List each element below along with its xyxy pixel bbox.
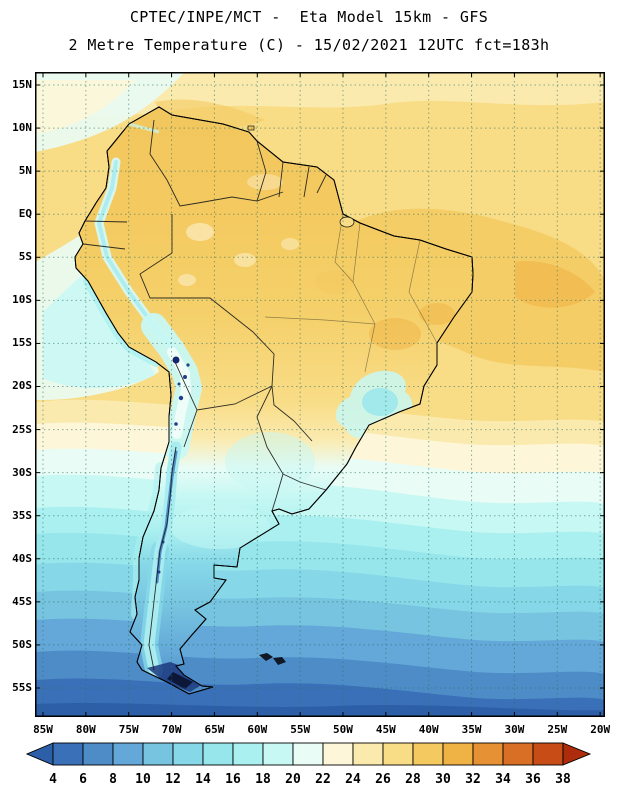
colorbar-cell <box>352 742 384 766</box>
lat-label: 25S <box>12 422 32 436</box>
colorbar-cell <box>322 742 354 766</box>
colorbar-tick-label: 38 <box>555 772 571 787</box>
colorbar-tick-label: 34 <box>495 772 511 787</box>
lon-label: 30W <box>504 723 525 736</box>
colorbar-cell <box>472 742 504 766</box>
colorbar-cell <box>82 742 114 766</box>
lat-label: 20S <box>12 379 32 393</box>
colorbar-cell <box>502 742 534 766</box>
lake-titicaca <box>172 356 180 364</box>
state-borders <box>264 213 438 373</box>
colorbar-cell <box>52 742 84 766</box>
lon-label: 65W <box>204 723 225 736</box>
lon-label: 50W <box>333 723 353 736</box>
grid-lines <box>35 72 605 717</box>
colorbar-arrow-right <box>562 742 592 766</box>
lon-label: 25W <box>547 723 568 736</box>
colorbar-tick-label: 4 <box>49 772 57 787</box>
lon-label: 55W <box>290 723 311 736</box>
colorbar-tick-label: 22 <box>315 772 331 787</box>
colorbar-arrow-left <box>26 742 54 766</box>
colorbar-tick-label: 24 <box>345 772 361 787</box>
map-frame <box>35 72 605 717</box>
colorbar-cell <box>142 742 174 766</box>
colorbar-cell <box>232 742 264 766</box>
lon-label: 85W <box>33 723 53 736</box>
lat-label: 10N <box>12 121 32 135</box>
map-subtitle: 2 Metre Temperature (C) - 15/02/2021 12U… <box>68 36 550 54</box>
lon-label: 45W <box>375 723 396 736</box>
lon-label: 70W <box>161 723 182 736</box>
lon-label: 80W <box>75 723 96 736</box>
colorbar-tick-label: 16 <box>225 772 241 787</box>
country-borders <box>82 119 327 671</box>
colorbar-tick-label: 10 <box>135 772 151 787</box>
lat-label: 30S <box>12 465 32 479</box>
lon-label: 60W <box>247 723 268 736</box>
colorbar-cell <box>382 742 414 766</box>
lat-label: 5S <box>18 250 32 264</box>
colorbar-tick-label: 14 <box>195 772 211 787</box>
colorbar-tick-label: 12 <box>165 772 181 787</box>
colorbar-cell <box>442 742 474 766</box>
lat-label: 15S <box>12 336 32 350</box>
colorbar-tick-label: 18 <box>255 772 271 787</box>
lat-label: 5N <box>18 164 32 178</box>
lat-label: EQ <box>18 207 32 221</box>
lat-label: 40S <box>12 551 32 565</box>
lat-label: 55S <box>12 680 32 694</box>
south-america-landmass <box>74 106 474 695</box>
falkland-islands <box>259 653 286 665</box>
map-canvas <box>35 72 605 717</box>
colorbar-cell <box>292 742 324 766</box>
colorbar-tick-label: 28 <box>405 772 421 787</box>
colorbar-tick-label: 8 <box>109 772 117 787</box>
colorbar-cell <box>202 742 234 766</box>
map-region <box>35 72 605 717</box>
temperature-colorbar: 4 6 8 10 12 14 16 18 20 22 24 26 28 30 32 34 36 38 <box>26 742 592 787</box>
tick-marks <box>35 72 605 717</box>
colorbar-tick-label: 32 <box>465 772 481 787</box>
colorbar-tick-label: 30 <box>435 772 451 787</box>
colorbar-cell <box>532 742 564 766</box>
map-title: CPTEC/INPE/MCT - Eta Model 15km - GFS <box>129 8 489 26</box>
marajo-island <box>339 216 355 228</box>
colorbar-cell <box>112 742 144 766</box>
lat-label: 10S <box>12 293 32 307</box>
lon-label: 35W <box>461 723 482 736</box>
colorbar-cell <box>262 742 294 766</box>
land-detail <box>82 119 455 692</box>
lat-label: 45S <box>12 594 32 608</box>
colorbar-tick-label: 26 <box>375 772 391 787</box>
lon-label: 20W <box>590 723 611 736</box>
colorbar-cell <box>412 742 444 766</box>
colorbar-cell <box>172 742 204 766</box>
lon-label: 75W <box>118 723 139 736</box>
lat-label: 15N <box>12 78 32 91</box>
lat-label: 50S <box>12 637 32 651</box>
colorbar-tick-label: 20 <box>285 772 301 787</box>
colorbar-tick-label: 36 <box>525 772 541 787</box>
lon-label: 40W <box>418 723 439 736</box>
lat-label: 35S <box>12 508 32 522</box>
colorbar-tick-label: 6 <box>79 772 87 787</box>
